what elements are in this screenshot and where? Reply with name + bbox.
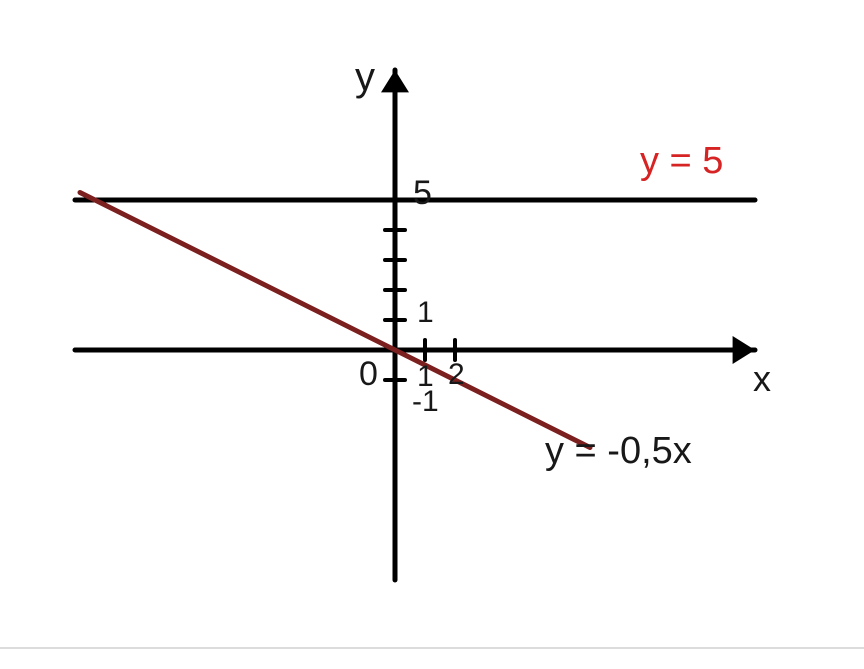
y-tick-5-label: 5 [413,174,432,213]
x-axis-label: x [753,358,771,400]
y-axis-label: y [355,55,375,100]
plot-svg [0,0,864,669]
equation-slope-label: y = -0,5x [545,430,692,473]
footer-divider [0,647,864,649]
y-tick-neg1-label: -1 [412,385,439,419]
x-tick-2-label: 2 [448,358,465,392]
y-tick-1-label: 1 [417,296,434,330]
equation-horizontal-label: y = 5 [640,140,723,183]
origin-label: 0 [359,355,378,394]
chart-stage: y x 0 1 2 1 5 -1 y = 5 y = -0,5x [0,0,864,669]
